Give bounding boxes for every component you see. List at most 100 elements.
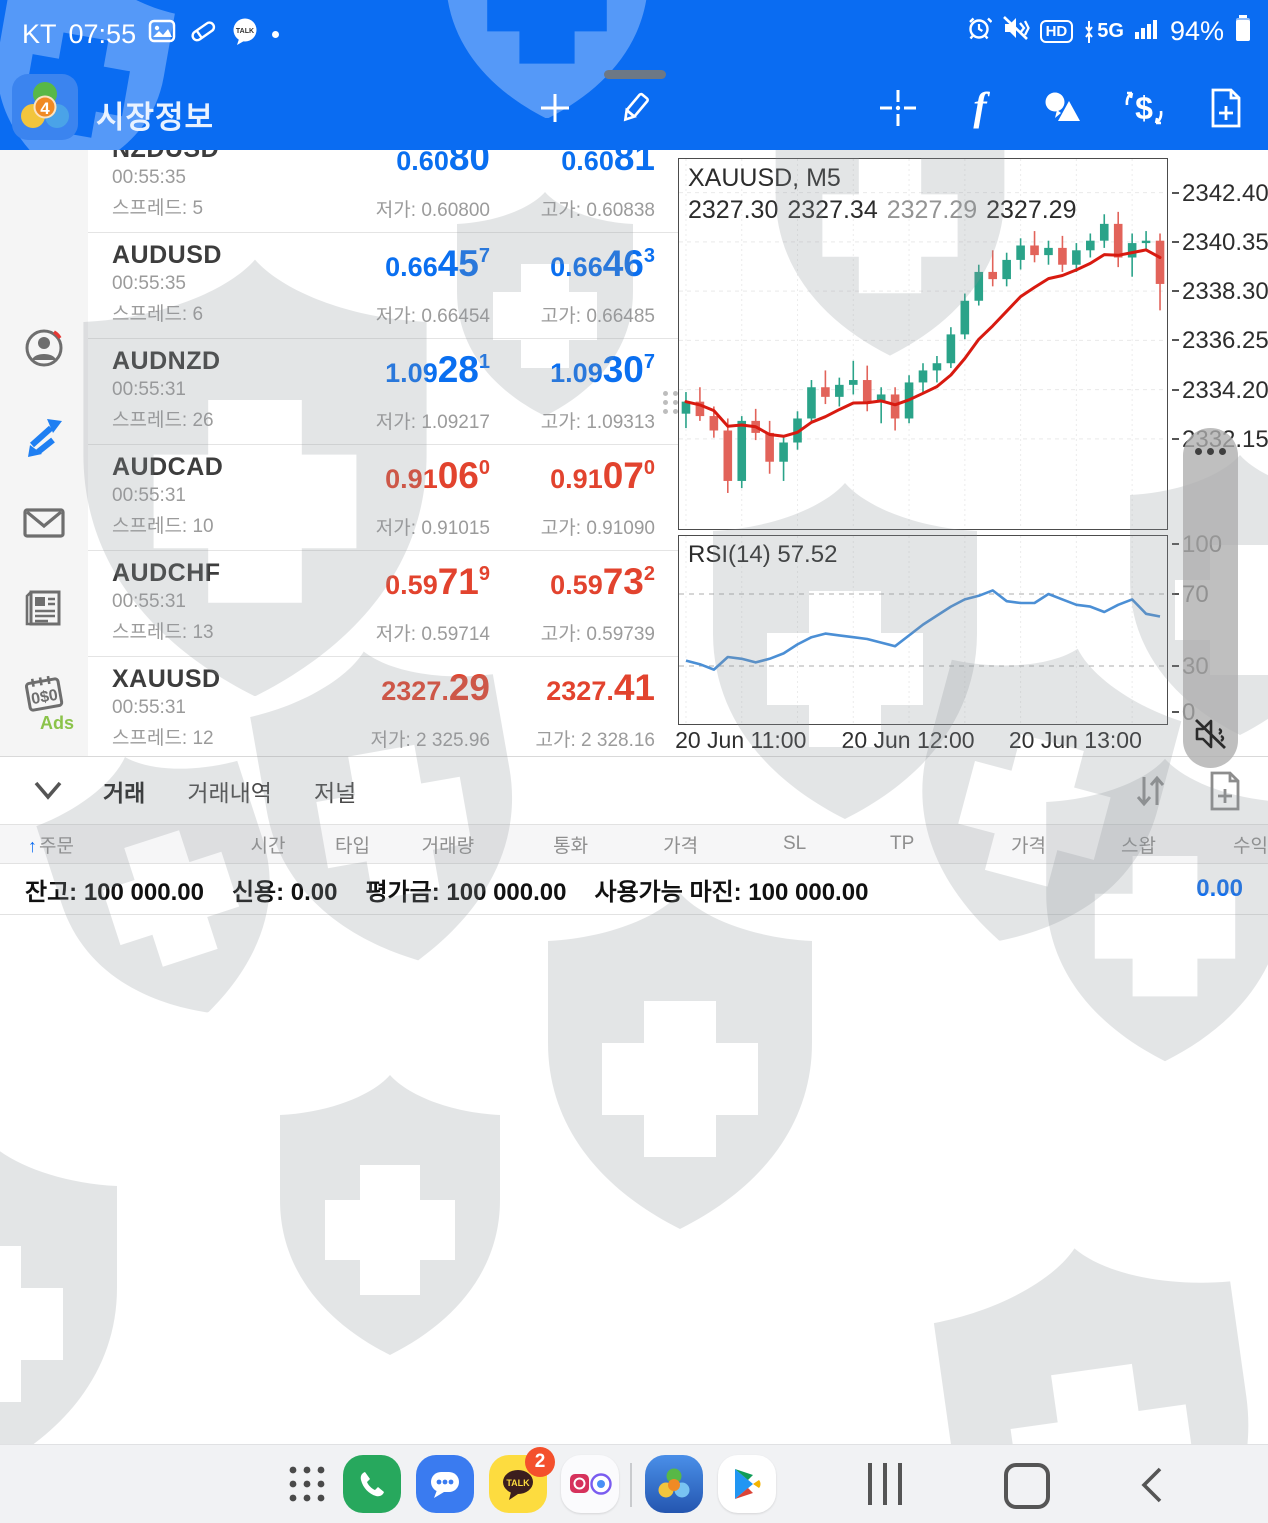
column-SL[interactable]: SL [782, 833, 807, 854]
bid-price: 0.91060 [385, 455, 490, 496]
muted-speaker-icon[interactable] [1193, 717, 1229, 756]
quote-row-xauusd[interactable]: XAUUSD 00:55:31 스프레드: 12 2327.29 2327.41 저가: … [88, 657, 678, 756]
sidebar-item-mail[interactable] [0, 494, 88, 554]
chart-ohlc-values: 2327.30 2327.34 2327.29 2327.29 [688, 196, 1086, 225]
metatrader-app-icon[interactable] [645, 1455, 703, 1513]
orders-column-header: ↑ 주문 시간 타입 거래량 통화 가격 SL TP 가격 스왑 수익 [0, 824, 1268, 864]
signal-icon [1134, 16, 1160, 47]
ask-price: 0.66463 [550, 243, 655, 284]
high-value: 고가: 1.09313 [540, 412, 655, 433]
new-order-button[interactable] [1204, 769, 1246, 818]
column-거래량[interactable]: 거래량 [421, 835, 475, 857]
column-order[interactable]: ↑ 주문 [28, 835, 74, 857]
clock-label: 07:55 [68, 19, 137, 49]
tab-저널[interactable]: 저널 [313, 779, 357, 806]
bid-price: 0.66457 [385, 243, 490, 284]
account-icon [20, 324, 68, 377]
quote-row-nzdusd[interactable]: NZDUSD 00:55:35 스프레드: 5 0.6080 0.6081 저가: 0.6… [88, 150, 678, 233]
battery-percent-label: 94% [1169, 16, 1224, 46]
tab-거래내역[interactable]: 거래내역 [187, 779, 272, 806]
sidebar-item-news[interactable] [0, 580, 88, 640]
candlestick-chart[interactable] [679, 159, 1167, 529]
bottom-panel: 거래 거래내역 저널 ↑ 주문 시간 타입 거래량 통화 가격 SL TP 가격 스왑 수익 0.00 잔… [0, 756, 1268, 915]
bid-price: 0.59719 [385, 561, 490, 602]
sort-orders-icon[interactable] [1128, 769, 1172, 818]
tab-거래[interactable]: 거래 [103, 779, 146, 806]
time-tick-label: 20 Jun 12:00 [841, 727, 975, 753]
kakaotalk-app-icon[interactable]: TALK 2 [489, 1447, 555, 1513]
low-value: 저가: 0.59714 [375, 624, 490, 645]
nav-home-button[interactable] [1004, 1463, 1050, 1509]
price-chart-panel[interactable]: XAUUSD, M5 2327.30 2327.34 2327.29 2327.29 [678, 158, 1168, 530]
phone-app-icon[interactable] [343, 1455, 401, 1513]
sidebar-item-calendar[interactable]: 0$0 [0, 666, 88, 726]
trade-dollar-icon[interactable]: $ [1122, 86, 1166, 130]
page-title: 시장정보 [96, 100, 215, 135]
objects-icon[interactable] [1040, 86, 1084, 130]
news-icon [20, 584, 68, 637]
new-chart-button[interactable] [1204, 86, 1248, 130]
quote-spread: 스프레드: 26 [112, 410, 214, 431]
profit-value: 0.00 [1196, 875, 1243, 902]
column-가격[interactable]: 가격 [663, 835, 699, 857]
quotes-arrows-icon [20, 412, 68, 465]
svg-text:0$0: 0$0 [30, 686, 59, 707]
chart-scroll-pill[interactable] [1183, 428, 1238, 768]
low-value: 저가: 2 325.96 [370, 730, 490, 751]
column-시간[interactable]: 시간 [250, 835, 286, 857]
more-options-icon[interactable] [1183, 448, 1238, 455]
high-value: 고가: 2 328.16 [535, 730, 655, 751]
quote-row-audcad[interactable]: AUDCAD 00:55:31 스프레드: 10 0.91060 0.91070 저가: … [88, 445, 678, 551]
sidebar-item-account[interactable] [0, 320, 88, 380]
app-drawer-button[interactable] [278, 1455, 336, 1513]
calendar-icon: 0$0 [19, 669, 69, 724]
add-symbol-button[interactable] [533, 86, 577, 130]
column-TP[interactable]: TP [890, 833, 915, 854]
column-타입[interactable]: 타입 [334, 835, 370, 857]
chart-symbol-label: XAUUSD, M5 [688, 164, 841, 192]
edge-handle[interactable] [604, 70, 666, 79]
shield-watermark [265, 1065, 515, 1355]
symbol-name: XAUUSD [112, 665, 221, 693]
high-value: 고가: 0.91090 [540, 518, 655, 539]
crosshair-icon[interactable] [876, 86, 920, 130]
bid-price: 0.6080 [396, 150, 490, 178]
quote-time: 00:55:35 [112, 167, 186, 188]
panel-drag-handle[interactable] [663, 391, 679, 414]
quote-time: 00:55:31 [112, 697, 186, 718]
mail-icon [20, 498, 68, 551]
column-통화[interactable]: 통화 [553, 835, 589, 857]
nav-back-button[interactable] [1136, 1463, 1166, 1507]
shield-watermark [530, 881, 830, 1229]
indicators-icon[interactable]: f [958, 86, 1002, 130]
rsi-chart[interactable] [679, 536, 1167, 724]
rsi-value-label: RSI(14) 57.52 [688, 541, 838, 568]
quote-row-audusd[interactable]: AUDUSD 00:55:35 스프레드: 6 0.66457 0.66463 저가: 0… [88, 233, 678, 339]
bid-price: 2327.29 [381, 667, 490, 708]
collapse-chevron-icon[interactable] [28, 773, 68, 812]
nav-recents-button[interactable] [868, 1463, 902, 1505]
low-value: 저가: 0.66454 [375, 306, 490, 327]
column-가격[interactable]: 가격 [1010, 835, 1046, 857]
symbol-name: NZDUSD [112, 150, 219, 164]
symbol-name: AUDUSD [112, 241, 222, 269]
time-axis: 20 Jun 11:00 20 Jun 12:00 20 Jun 13:00 [675, 727, 1168, 757]
edit-button[interactable] [613, 86, 657, 130]
app-folder-icon[interactable] [561, 1455, 619, 1513]
ask-price: 0.59732 [550, 561, 655, 602]
ask-price: 0.6081 [561, 150, 655, 178]
ohlc-low: 2327.29 [886, 196, 978, 224]
status-right: HD 5G 94% [966, 14, 1252, 49]
quote-row-audnzd[interactable]: AUDNZD 00:55:31 스프레드: 26 1.09281 1.09307 저가: … [88, 339, 678, 445]
quote-spread: 스프레드: 10 [112, 516, 214, 537]
column-수익[interactable]: 수익 [1233, 835, 1268, 857]
play-store-app-icon[interactable] [718, 1455, 776, 1513]
price-tick-label: 2340.35 [1172, 229, 1268, 257]
quote-row-audchf[interactable]: AUDCHF 00:55:31 스프레드: 13 0.59719 0.59732 저가: … [88, 551, 678, 657]
spen-icon [188, 18, 218, 51]
messages-app-icon[interactable] [416, 1455, 474, 1513]
sidebar-item-quotes[interactable] [0, 408, 88, 468]
column-스왑[interactable]: 스왑 [1121, 835, 1156, 857]
rsi-panel[interactable]: RSI(14) 57.52 [678, 535, 1168, 725]
